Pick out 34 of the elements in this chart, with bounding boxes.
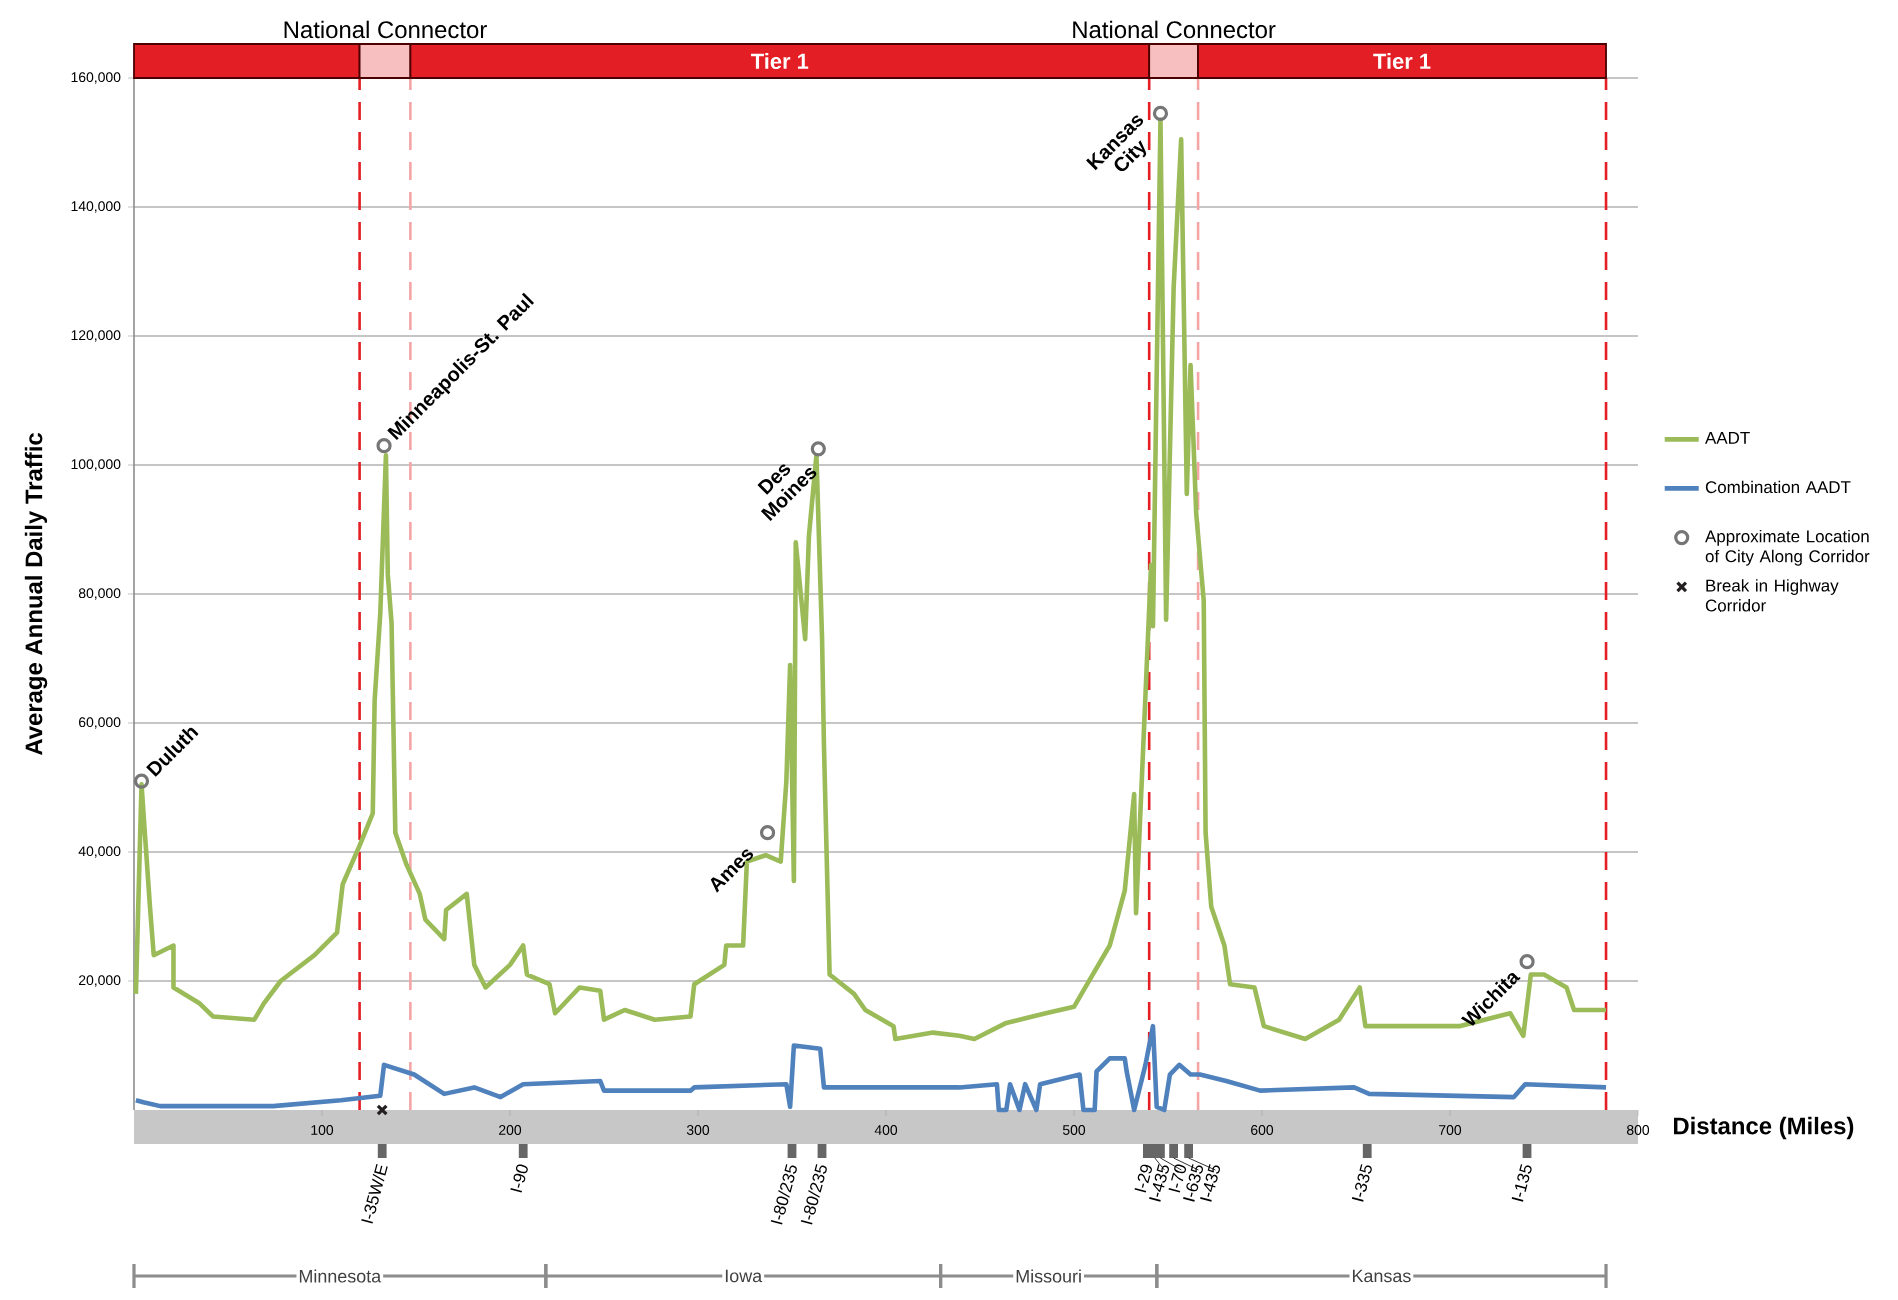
text: I-80/235 <box>770 1164 797 1225</box>
text: I-435 <box>1200 1164 1221 1202</box>
y-axis-title: Average Annual Daily Traffic <box>24 433 48 756</box>
x-axis-title: Distance (Miles) <box>1673 1116 1854 1140</box>
text: Tier 1 <box>1373 52 1431 70</box>
text: I-90 <box>510 1164 528 1193</box>
legend-label: Approximate Location of City Along Corridor <box>1705 529 1870 566</box>
text: I-80/235 <box>800 1164 827 1225</box>
text: National Connector <box>1073 20 1276 39</box>
line-series <box>133 1023 1609 1113</box>
text: I-335 <box>1351 1164 1372 1202</box>
legend-label: Combination AADT <box>1705 480 1851 494</box>
text: I-135 <box>1511 1164 1532 1202</box>
text: Minnesota <box>299 1269 382 1283</box>
text: I-635 <box>1183 1164 1204 1202</box>
legend-label: Break in Highway Corridor <box>1705 579 1839 612</box>
point <box>133 773 150 789</box>
text: National Connector <box>284 20 487 39</box>
line-series <box>133 117 1609 1042</box>
text: I-35W/E <box>361 1163 388 1224</box>
text: I-435 <box>1149 1164 1170 1202</box>
point <box>1152 105 1169 122</box>
text: I-29 <box>1134 1164 1152 1193</box>
text: Tier 1 <box>751 52 809 70</box>
point <box>759 825 776 841</box>
text: I-70 <box>1168 1164 1187 1193</box>
point <box>1519 954 1535 970</box>
legend-label: AADT <box>1705 432 1750 444</box>
point <box>376 1104 389 1116</box>
point <box>810 441 826 457</box>
point <box>376 438 392 454</box>
text: Kansas <box>1352 1269 1411 1283</box>
text: Missouri <box>1016 1269 1081 1283</box>
text: Iowa <box>725 1269 763 1283</box>
